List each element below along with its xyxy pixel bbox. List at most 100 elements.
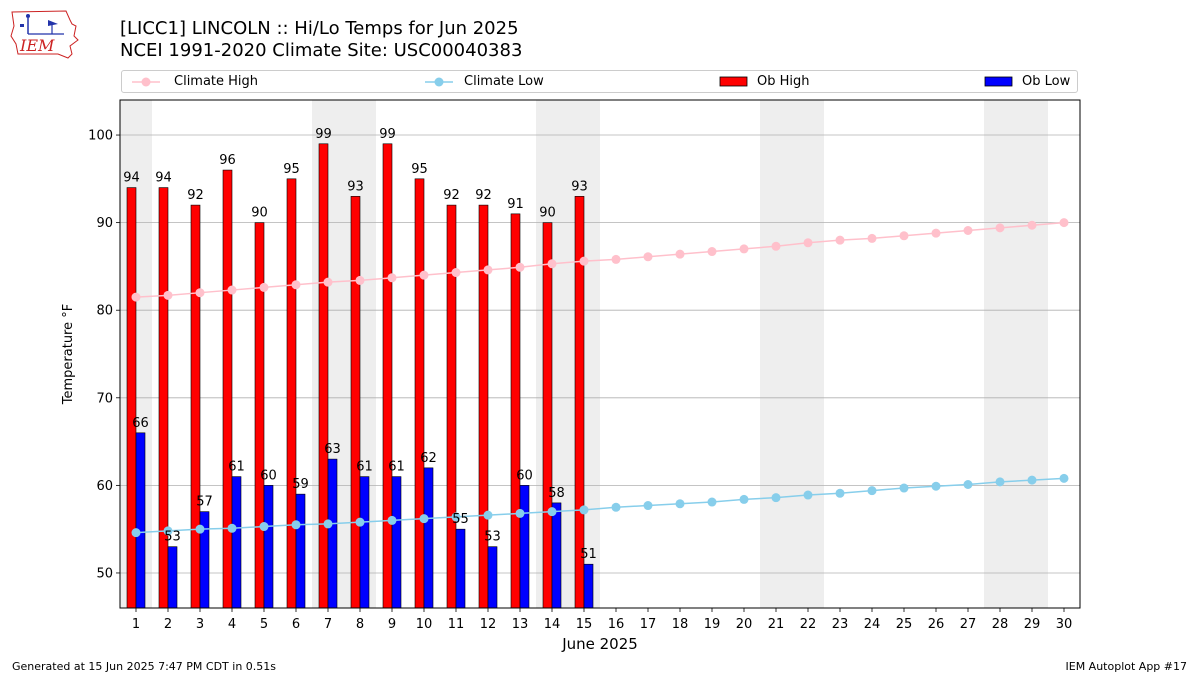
ob-high-label-1: 94 [123, 171, 140, 186]
ob-low-label-4: 61 [228, 460, 245, 475]
climate-low-point-10 [419, 514, 429, 524]
climate-low-point-28 [995, 477, 1005, 487]
climate-low-point-12 [483, 510, 493, 520]
x-tick-label-11: 11 [448, 617, 465, 632]
climate-high-point-8 [355, 275, 365, 285]
climate-low-point-8 [355, 517, 365, 527]
ob-low-bar-12 [487, 546, 498, 609]
climate-low-point-17 [643, 501, 653, 511]
climate-high-point-11 [451, 268, 461, 278]
climate-high-point-16 [611, 254, 621, 264]
ob-low-label-8: 61 [356, 460, 373, 475]
ob-high-label-9: 99 [379, 127, 396, 142]
climate-high-point-1 [131, 292, 141, 302]
x-tick-label-12: 12 [480, 617, 497, 632]
climate-low-point-1 [131, 528, 141, 538]
logo-text: IEM [19, 36, 55, 55]
climate-low-line [135, 477, 1065, 534]
climate-low-point-24 [867, 486, 877, 496]
climate-low-point-7 [323, 519, 333, 529]
chart-title: [LICC1] LINCOLN :: Hi/Lo Temps for Jun 2… [120, 18, 519, 39]
x-tick-label-24: 24 [864, 617, 881, 632]
app-credit: IEM Autoplot App #17 [1065, 660, 1188, 673]
climate-high-point-10 [419, 270, 429, 280]
ob-high-label-12: 92 [475, 188, 492, 203]
legend-item-ob-low: Ob Low [984, 71, 1070, 92]
generated-note: Generated at 15 Jun 2025 7:47 PM CDT in … [12, 660, 277, 673]
x-tick-label-25: 25 [896, 617, 913, 632]
climate-low-point-6 [291, 520, 301, 530]
climate-low-point-16 [611, 502, 621, 512]
ob-low-bar-9 [391, 476, 402, 609]
ob-low-label-10: 62 [420, 451, 437, 466]
ob-high-label-6: 95 [283, 162, 300, 177]
ob-high-bar-6 [286, 178, 297, 609]
ob-low-label-13: 60 [516, 468, 533, 483]
ob-low-label-6: 59 [292, 477, 309, 492]
ob-high-label-8: 93 [347, 179, 364, 194]
ob-high-swatch [719, 76, 748, 86]
ob-high-bar-3 [190, 204, 201, 609]
climate-low-swatch [425, 77, 453, 86]
ob-low-label-12: 53 [484, 530, 501, 545]
y-tick-label-100: 100 [88, 129, 113, 144]
climate-high-point-4 [227, 285, 237, 295]
plot-frame [119, 99, 1081, 609]
x-tick-label-20: 20 [736, 617, 753, 632]
ob-low-label-1: 66 [132, 416, 149, 431]
x-tick-label-8: 8 [356, 617, 364, 632]
climate-high-point-7 [323, 277, 333, 287]
x-tick-label-6: 6 [292, 617, 300, 632]
ob-high-bar-7 [318, 143, 329, 609]
climate-low-point-18 [675, 499, 685, 509]
climate-high-point-6 [291, 280, 301, 290]
ob-high-label-7: 99 [315, 127, 332, 142]
climate-high-point-22 [803, 238, 813, 248]
climate-low-point-25 [899, 483, 909, 493]
climate-high-point-5 [259, 282, 269, 292]
climate-low-point-19 [707, 497, 717, 507]
ob-high-bar-11 [446, 204, 457, 609]
x-tick-label-19: 19 [704, 617, 721, 632]
climate-high-point-28 [995, 223, 1005, 233]
ob-low-bar-13 [519, 485, 530, 609]
x-tick-label-9: 9 [388, 617, 396, 632]
climate-high-point-2 [163, 290, 173, 300]
climate-high-point-3 [195, 288, 205, 298]
y-tick-label-80: 80 [96, 304, 113, 319]
x-tick-label-28: 28 [992, 617, 1009, 632]
climate-low-point-5 [259, 522, 269, 532]
x-tick-label-16: 16 [608, 617, 625, 632]
ob-high-bar-14 [542, 222, 553, 609]
climate-low-point-20 [739, 494, 749, 504]
climate-low-point-23 [835, 488, 845, 498]
climate-high-point-18 [675, 249, 685, 259]
climate-low-point-13 [515, 508, 525, 518]
climate-high-point-20 [739, 244, 749, 254]
legend-label-climate-low: Climate Low [464, 74, 544, 89]
ob-low-bar-5 [263, 485, 274, 609]
x-tick-label-14: 14 [544, 617, 561, 632]
ob-low-bar-6 [295, 493, 306, 609]
climate-low-point-30 [1059, 473, 1069, 483]
ob-high-bar-8 [350, 196, 361, 609]
ob-low-swatch [984, 76, 1013, 86]
ob-low-bar-14 [551, 502, 562, 609]
ob-high-bar-10 [414, 178, 425, 609]
climate-low-point-27 [963, 480, 973, 490]
climate-high-point-27 [963, 226, 973, 236]
climate-high-point-25 [899, 231, 909, 241]
climate-low-point-3 [195, 524, 205, 534]
ob-low-bar-4 [231, 476, 242, 609]
climate-low-point-2 [163, 526, 173, 536]
climate-high-point-17 [643, 252, 653, 262]
ob-low-label-7: 63 [324, 442, 341, 457]
x-tick-label-2: 2 [164, 617, 172, 632]
weekend-shade-21 [760, 100, 792, 608]
y-tick-label-50: 50 [96, 566, 113, 581]
ob-low-label-5: 60 [260, 468, 277, 483]
ob-low-label-3: 57 [196, 495, 213, 510]
climate-high-point-13 [515, 262, 525, 272]
x-tick-label-29: 29 [1024, 617, 1041, 632]
